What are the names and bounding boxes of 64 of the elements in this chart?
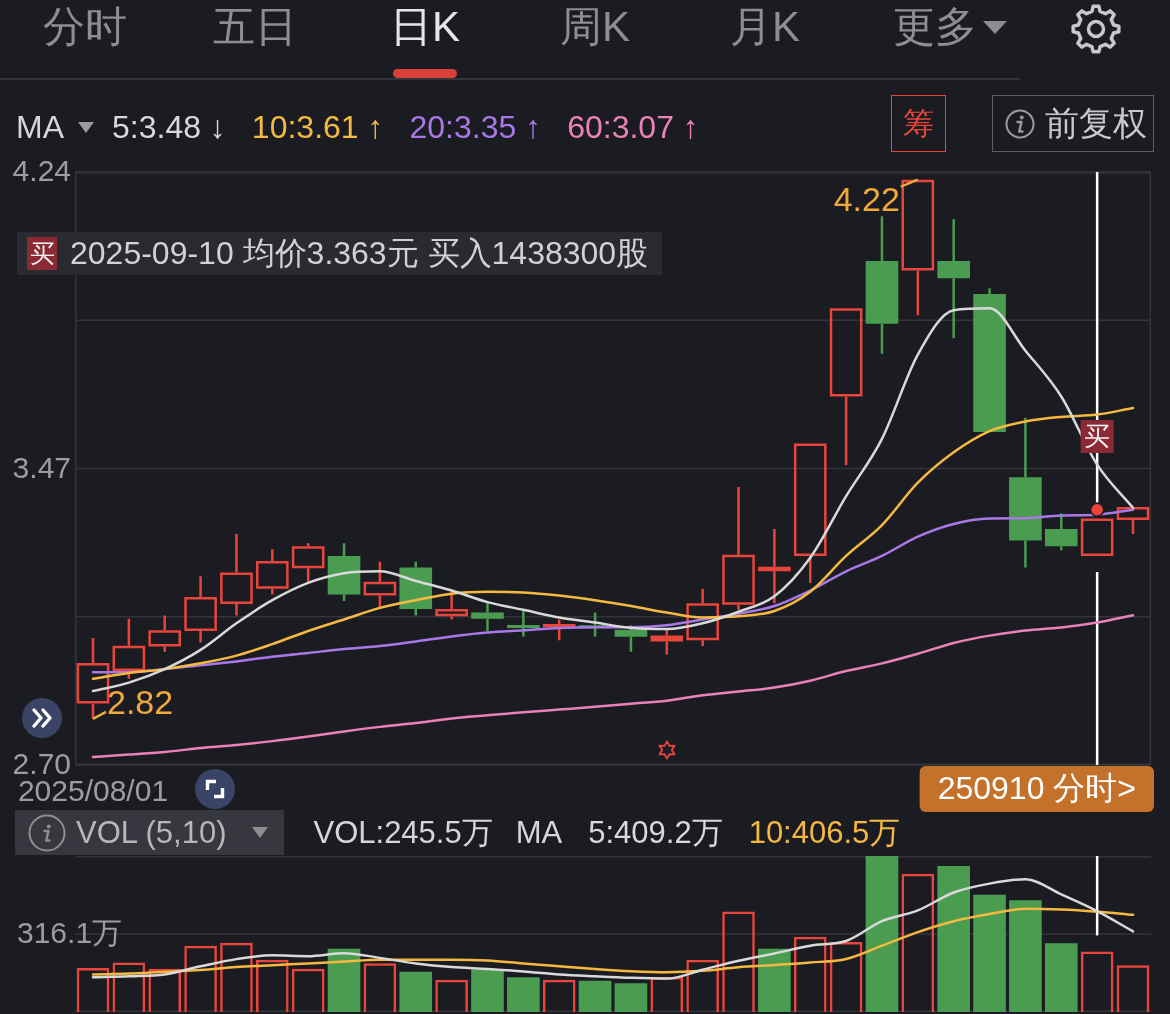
- text: 60:3.07 ↑: [567, 109, 699, 146]
- candlestick: [973, 287, 1006, 432]
- bar: [865, 856, 899, 1012]
- candlestick: [220, 532, 253, 617]
- bar: [614, 983, 648, 1012]
- text: 10:406.5万: [748, 813, 901, 852]
- text: 日K: [389, 2, 461, 52]
- candlestick: [865, 215, 899, 355]
- candlestick: [793, 443, 827, 585]
- bar: [578, 980, 612, 1012]
- line-series: [91, 406, 1135, 680]
- bar: [327, 948, 361, 1012]
- candlestick: [255, 548, 289, 596]
- candlestick: [901, 179, 935, 317]
- candlestick: [507, 609, 540, 638]
- candlestick: [112, 617, 146, 680]
- annotation: 2025-09-10 均价3.363元 买入1438300股: [70, 233, 649, 273]
- candlestick: [471, 602, 504, 633]
- candlestick: [686, 587, 719, 648]
- candlestick: [614, 623, 648, 654]
- text: VOL:245.5万: [313, 813, 493, 852]
- candlestick: [184, 575, 217, 644]
- square-button: 筹: [891, 95, 946, 152]
- text: 5:3.48 ↓: [112, 109, 226, 146]
- legend-title: MA: [16, 109, 64, 146]
- chart-title: VOL (5,10): [76, 814, 227, 851]
- candlestick: [1009, 416, 1042, 569]
- bar: [471, 969, 504, 1012]
- text: 更多: [893, 2, 977, 52]
- candlestick: [937, 218, 971, 340]
- text: 周K: [559, 2, 631, 52]
- candlestick: [76, 636, 110, 721]
- text: 五日: [213, 2, 297, 52]
- text: 20:3.35 ↑: [409, 109, 542, 146]
- note-box: 买 2025-09-10 均价3.363元 买入1438300股: [17, 232, 663, 275]
- bar: [758, 948, 791, 1012]
- candlestick: [722, 485, 755, 612]
- text: 10:3.61 ↑: [251, 109, 384, 146]
- bar: [973, 894, 1006, 1012]
- bar: [507, 977, 540, 1012]
- candlestick: [435, 590, 468, 621]
- bar: [1009, 900, 1042, 1012]
- candlestick: [829, 308, 863, 467]
- bar: [937, 865, 971, 1012]
- y-tick-label: 4.24: [12, 154, 71, 188]
- legend-title: MA: [515, 814, 563, 851]
- text: 分时: [43, 2, 127, 52]
- ref-line-label: 316.1万: [17, 916, 123, 950]
- annotation: 2.82: [107, 683, 174, 722]
- candlestick: [327, 541, 361, 603]
- bar: [399, 971, 433, 1012]
- candlestick: [363, 560, 397, 610]
- annotation: 4.22: [833, 180, 900, 219]
- line-series: [91, 613, 1135, 759]
- text: 月K: [729, 2, 801, 52]
- text: 5:409.2万: [588, 813, 723, 852]
- framed-button: 前复权: [992, 95, 1154, 152]
- text: 250910 分时>: [937, 769, 1136, 806]
- annotation: 买: [1084, 420, 1111, 451]
- bar: [1044, 943, 1078, 1012]
- selector-box: VOL (5,10): [15, 810, 285, 855]
- candlestick: [148, 614, 182, 654]
- candlestick: [1080, 518, 1114, 556]
- y-tick-label: 3.47: [12, 450, 71, 484]
